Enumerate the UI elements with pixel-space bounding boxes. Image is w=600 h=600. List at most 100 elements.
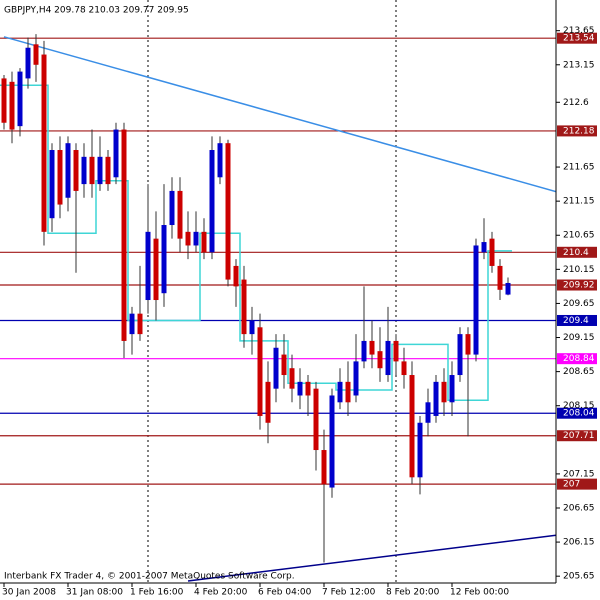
x-tick-label: 4 Feb 20:00 [194, 588, 248, 598]
y-tick-label: 213.15 [563, 60, 595, 70]
candle-body [369, 340, 375, 355]
candle-body [33, 44, 39, 65]
y-tick-label: 211.65 [563, 163, 595, 173]
x-tick-label: 1 Feb 16:00 [130, 588, 184, 598]
level-label: 208.04 [563, 409, 595, 419]
y-tick-label: 212.6 [563, 98, 589, 108]
plot-area [0, 0, 556, 583]
level-label-box [557, 353, 597, 365]
candle-body [193, 231, 199, 246]
candle-body [81, 156, 87, 185]
trendline [3, 36, 556, 193]
y-tick-label: 211.15 [563, 197, 595, 207]
candle-body [345, 381, 351, 403]
candle-body [177, 190, 183, 239]
x-tick-label: 31 Jan 08:00 [66, 588, 123, 598]
candle-body [161, 225, 167, 294]
candle-body [505, 282, 511, 295]
candle-body [9, 81, 15, 130]
level-label: 210.4 [563, 248, 589, 258]
candle-body [153, 238, 159, 301]
candle-body [489, 238, 495, 266]
candle-body [433, 381, 439, 416]
chart-title: GBPJPY,H4 209.78 210.03 209.77 209.95 [4, 6, 189, 16]
level-label-box [557, 246, 597, 258]
candle-body [201, 231, 207, 253]
y-tick-label: 209.15 [563, 333, 595, 343]
footer: Interbank FX Trader 4, © 2001-2007 MetaQ… [4, 572, 295, 582]
level-label: 209.4 [563, 316, 589, 326]
candle-body [297, 381, 303, 396]
candle-body [481, 242, 487, 253]
y-tick-label: 205.65 [563, 572, 595, 582]
candle-body [337, 381, 343, 403]
candle-body [25, 47, 31, 79]
candle-body [233, 265, 239, 287]
candle-body [241, 279, 247, 335]
candle-body [273, 347, 279, 389]
candle-body [441, 381, 447, 403]
candle-body [73, 150, 79, 191]
level-label-box [557, 478, 597, 490]
candle-body [313, 388, 319, 451]
candle-body [393, 340, 399, 362]
indicator-line [0, 84, 512, 402]
candle-body [409, 375, 415, 478]
candle-body [353, 361, 359, 396]
level-label-box [557, 125, 597, 137]
candle-body [329, 395, 335, 488]
candle-body [65, 143, 71, 198]
level-label: 212.18 [563, 126, 595, 136]
y-tick-label: 206.15 [563, 538, 595, 548]
candle-body [473, 245, 479, 355]
candle-body [217, 143, 223, 178]
candle-body [97, 156, 103, 185]
candle-body [137, 313, 143, 335]
x-tick-label: 6 Feb 04:00 [258, 588, 312, 598]
y-tick-label: 207.15 [563, 469, 595, 479]
overlay: 213.54 212.18 210.4 209.92 209.4 208.84 208.04… [557, 32, 597, 490]
level-label-box [557, 314, 597, 326]
x-tick-label: 30 Jan 2008 [2, 588, 56, 598]
level-label: 213.54 [563, 34, 595, 44]
candle-body [49, 150, 55, 219]
level-label-box [557, 407, 597, 419]
candle-body [385, 340, 391, 376]
y-tick-label: 208.65 [563, 367, 595, 377]
candle-body [449, 375, 455, 403]
candle-body [377, 351, 383, 369]
candle-body [105, 156, 111, 185]
trendline [187, 534, 556, 582]
level-label: 207.71 [563, 431, 595, 441]
x-tick-label: 12 Feb 00:00 [450, 588, 509, 598]
candle-body [89, 156, 95, 185]
candle-body [257, 327, 263, 416]
candle-body [1, 78, 7, 123]
candle-body [465, 334, 471, 355]
y-tick-label: 209.65 [563, 299, 595, 309]
candle-body [185, 231, 191, 246]
x-tick-label: 8 Feb 20:00 [386, 588, 440, 598]
candle-body [305, 381, 311, 396]
candle-body [401, 361, 407, 376]
y-tick-label: 210.65 [563, 231, 595, 241]
candle-body [129, 313, 135, 335]
candle-body [113, 129, 119, 178]
candle-body [41, 54, 47, 232]
candle-body [265, 381, 271, 423]
y-tick-label: 210.15 [563, 265, 595, 275]
level-label: 209.92 [563, 281, 595, 291]
level-label-box [557, 32, 597, 44]
level-label: 208.84 [563, 354, 595, 364]
x-tick-label: 7 Feb 12:00 [322, 588, 376, 598]
candle-body [249, 320, 255, 335]
candle-body [169, 190, 175, 226]
candle-body [121, 129, 127, 341]
candle-body [457, 334, 463, 376]
candle-body [145, 231, 151, 301]
candle-body [225, 143, 231, 280]
candle-body [497, 265, 503, 290]
level-label-box [557, 279, 597, 291]
